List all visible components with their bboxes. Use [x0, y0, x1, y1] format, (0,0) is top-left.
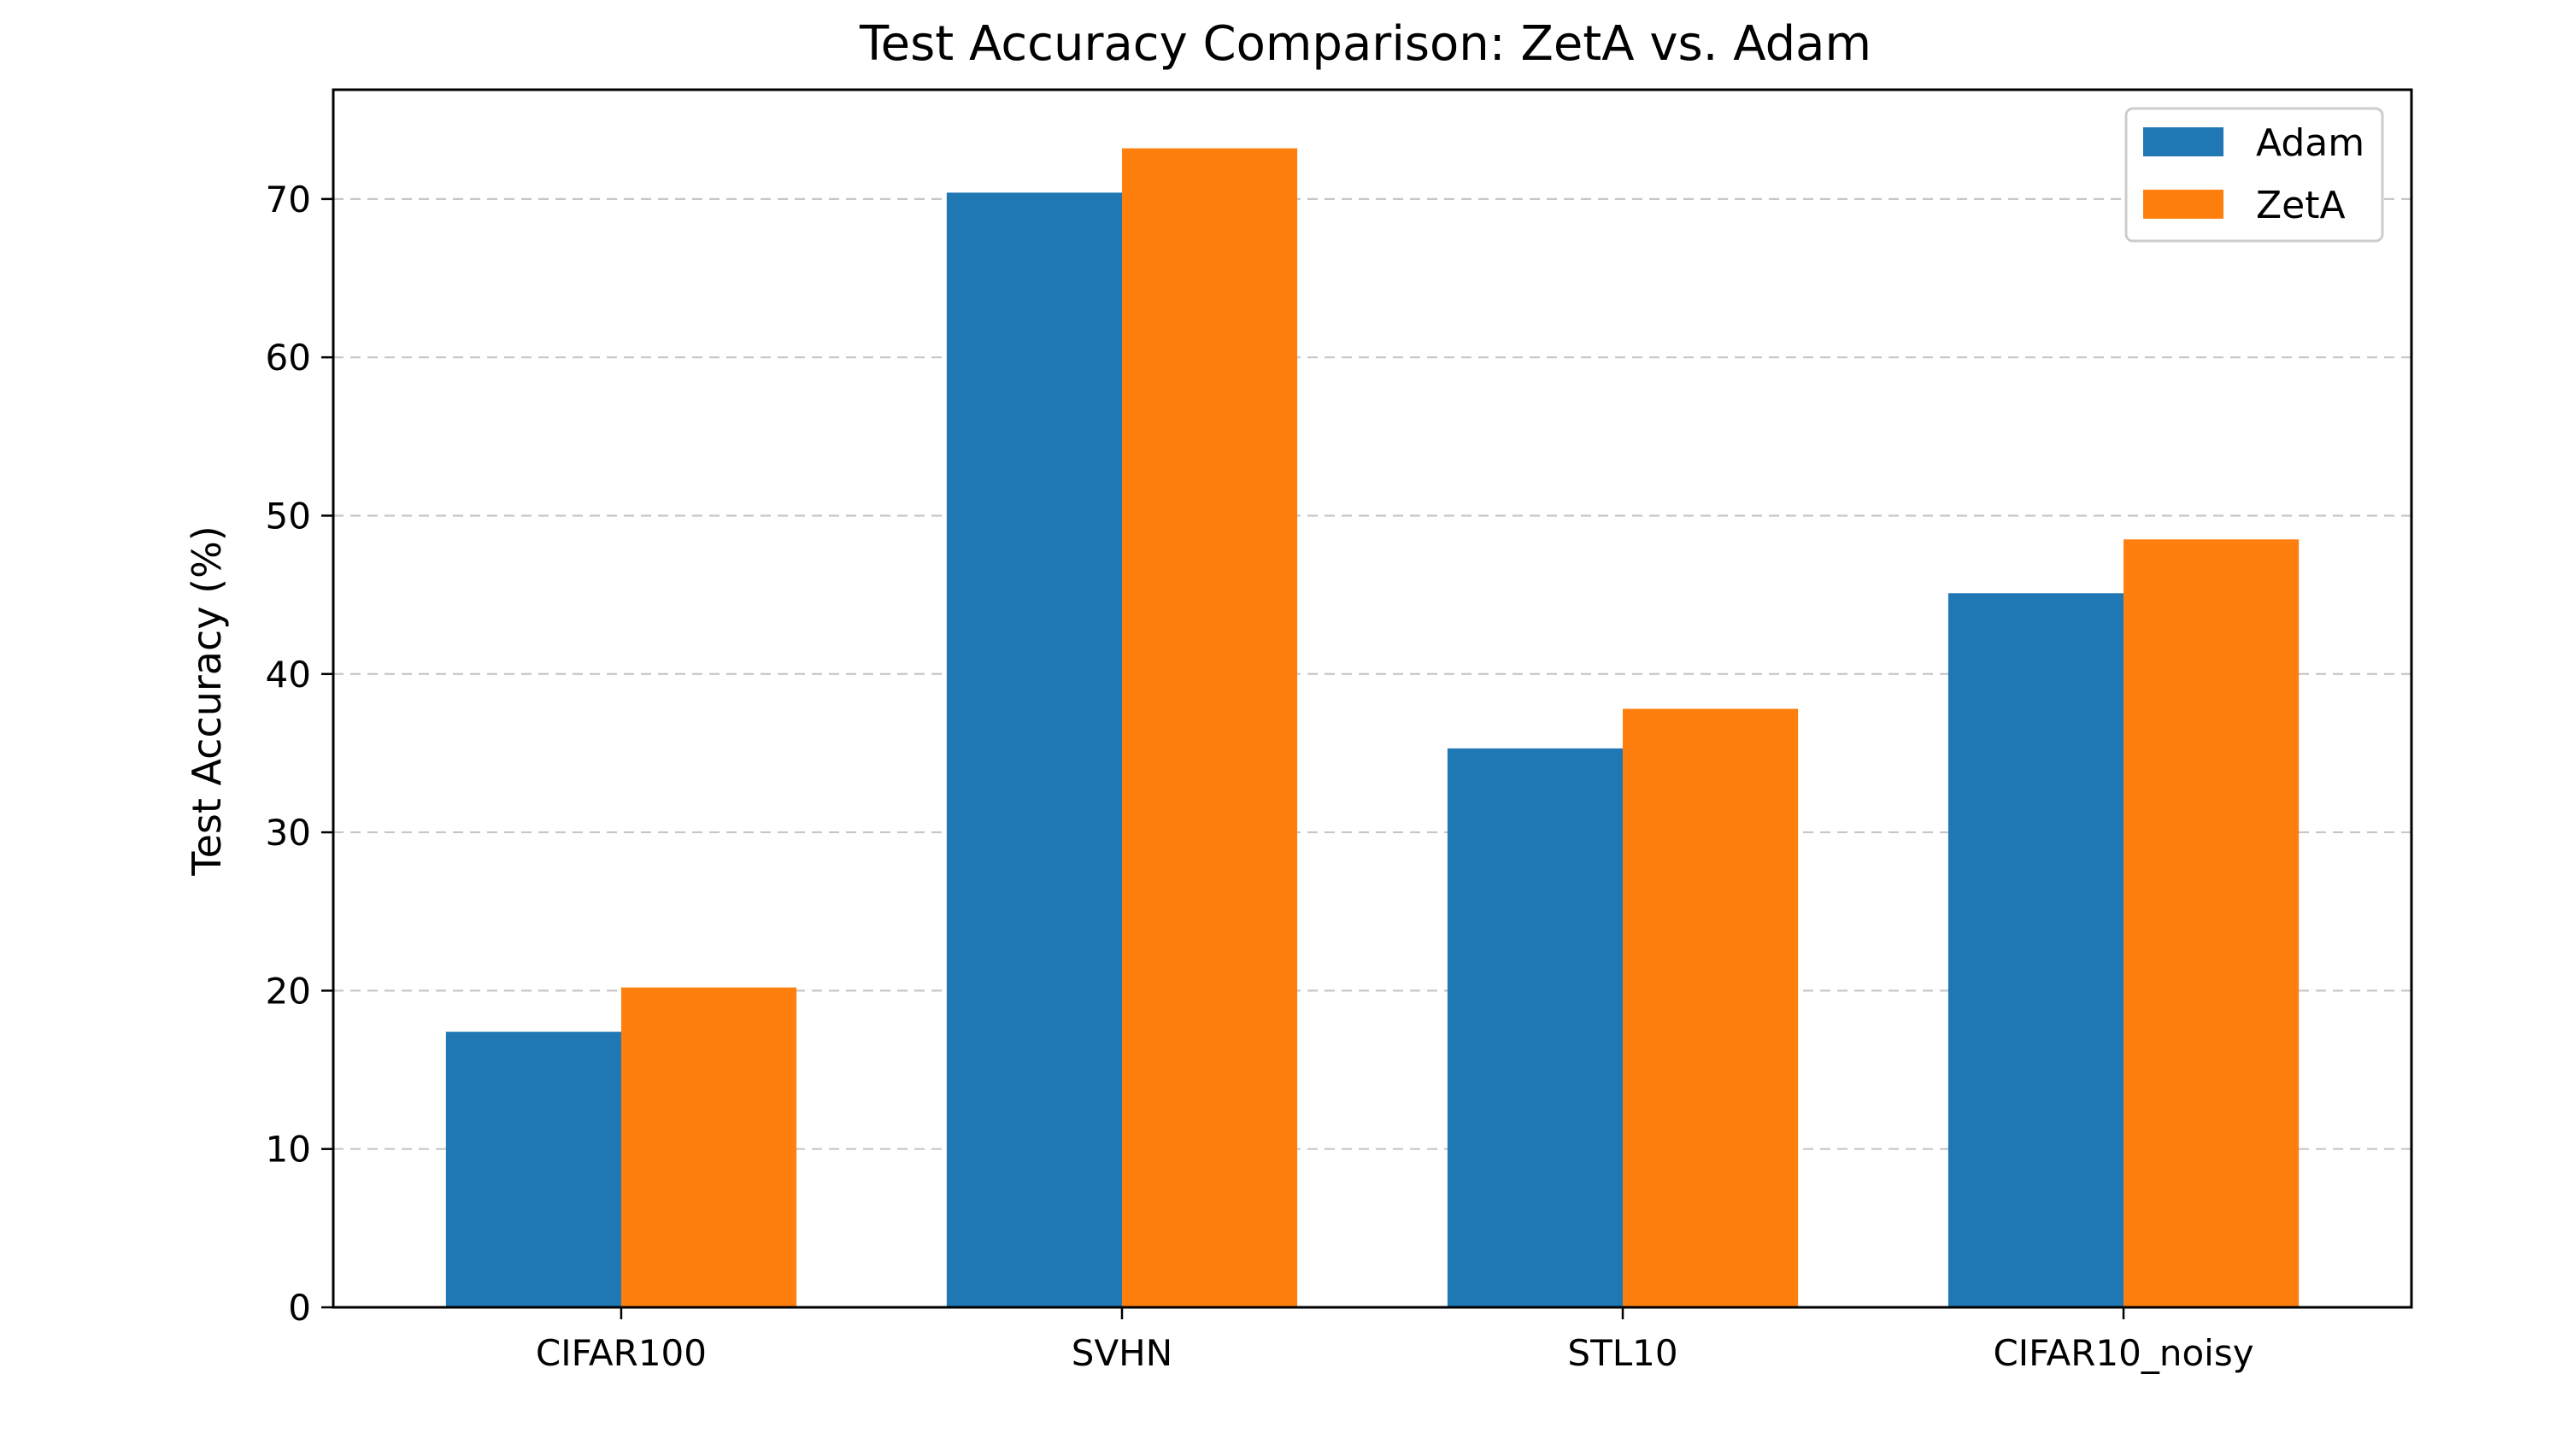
y-tick-label: 30 [266, 812, 311, 854]
legend-label-adam: Adam [2256, 121, 2364, 165]
y-tick-label: 0 [288, 1287, 311, 1329]
bars [445, 148, 2300, 1308]
x-tick-label: CIFAR10_noisy [1993, 1332, 2253, 1374]
bar-zeta-cifar10_noisy [2124, 539, 2300, 1307]
plot-frame [332, 88, 2413, 1309]
y-tick-label: 20 [266, 970, 311, 1012]
bar-zeta-cifar100 [620, 987, 797, 1307]
legend-label-zeta: ZetA [2256, 184, 2346, 227]
y-tick-label: 60 [266, 337, 311, 379]
legend-swatch-adam [2143, 127, 2223, 156]
legend-swatch-zeta [2143, 190, 2223, 219]
x-tick-label: SVHN [1072, 1332, 1172, 1374]
bar-adam-cifar10_noisy [1947, 593, 2124, 1307]
y-tick-label: 40 [266, 654, 311, 696]
bar-zeta-stl10 [1623, 708, 1799, 1307]
y-tick-label: 50 [266, 495, 311, 537]
x-tick-label: STL10 [1567, 1332, 1677, 1374]
axes [332, 88, 2413, 1309]
bar-adam-stl10 [1447, 748, 1624, 1307]
y-tick-label: 70 [266, 179, 311, 220]
x-tick-label: CIFAR100 [536, 1332, 707, 1374]
bar-adam-svhn [946, 192, 1122, 1308]
bar-zeta-svhn [1121, 148, 1298, 1307]
y-tick-label: 10 [266, 1129, 311, 1171]
legend: Adam ZetA [2124, 107, 2384, 243]
ticks: 0 10 20 30 40 50 60 70 CIFAR100 SVHN STL10 CIFAR10_… [266, 179, 2254, 1374]
bar-adam-cifar100 [445, 1031, 621, 1307]
chart-title: Test Accuracy Comparison: ZetA vs. Adam [859, 16, 1871, 72]
y-axis-label: Test Accuracy (%) [184, 525, 230, 876]
